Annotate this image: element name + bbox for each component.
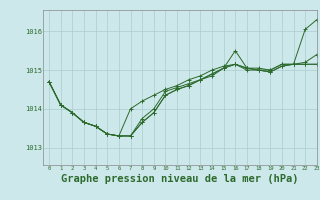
X-axis label: Graphe pression niveau de la mer (hPa): Graphe pression niveau de la mer (hPa) — [61, 174, 299, 184]
